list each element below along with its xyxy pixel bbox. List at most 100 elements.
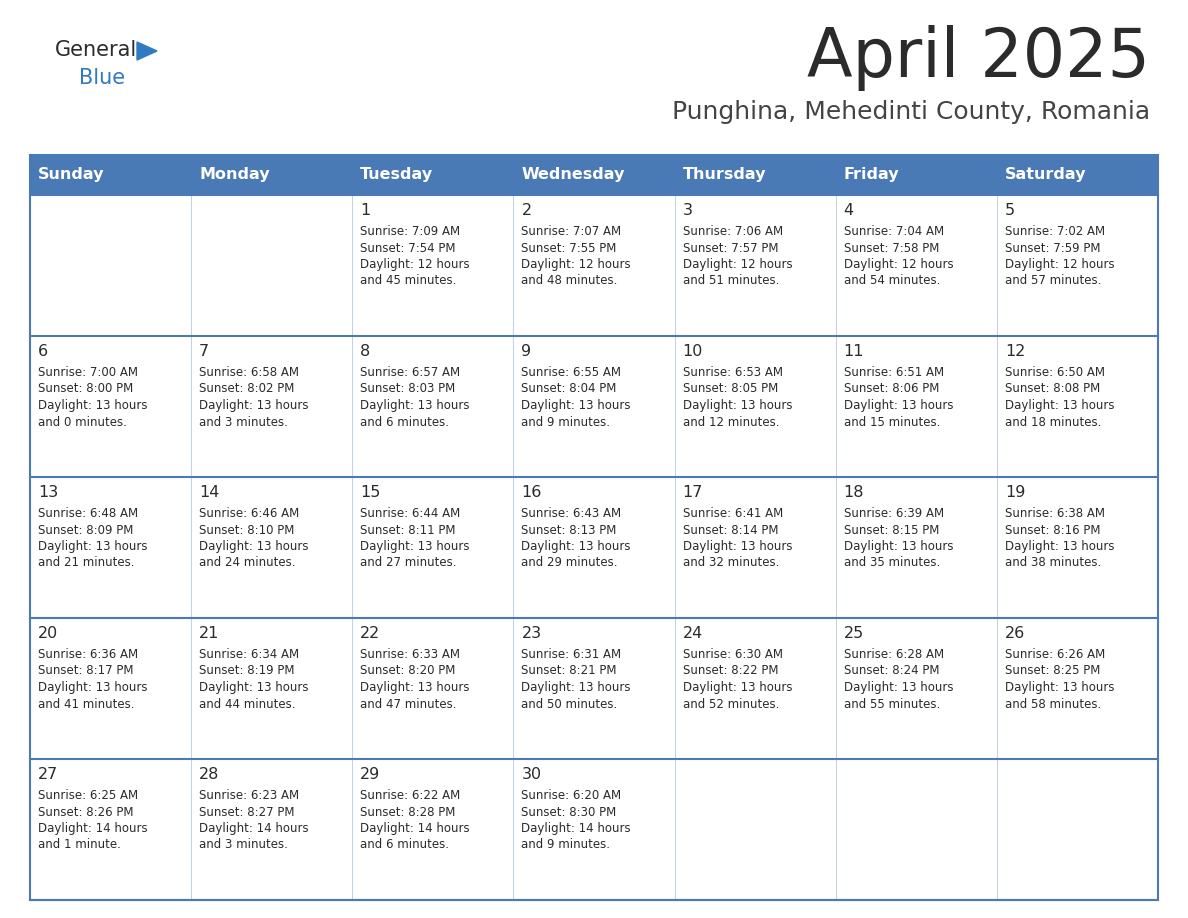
Text: Sunrise: 6:53 AM: Sunrise: 6:53 AM — [683, 366, 783, 379]
Text: Sunrise: 6:28 AM: Sunrise: 6:28 AM — [843, 648, 943, 661]
Text: and 55 minutes.: and 55 minutes. — [843, 698, 940, 711]
Text: Sunrise: 6:25 AM: Sunrise: 6:25 AM — [38, 789, 138, 802]
Text: Daylight: 13 hours: Daylight: 13 hours — [38, 399, 147, 412]
Bar — [675, 618, 835, 759]
Text: Sunrise: 7:09 AM: Sunrise: 7:09 AM — [360, 225, 461, 238]
Bar — [353, 618, 513, 759]
Text: and 47 minutes.: and 47 minutes. — [360, 698, 456, 711]
Text: Daylight: 13 hours: Daylight: 13 hours — [360, 540, 469, 553]
Text: 30: 30 — [522, 767, 542, 782]
Text: Daylight: 12 hours: Daylight: 12 hours — [360, 258, 470, 271]
Text: Daylight: 13 hours: Daylight: 13 hours — [843, 540, 953, 553]
Text: 8: 8 — [360, 344, 371, 359]
Text: and 52 minutes.: and 52 minutes. — [683, 698, 779, 711]
Text: Daylight: 13 hours: Daylight: 13 hours — [522, 681, 631, 694]
Text: Sunset: 8:08 PM: Sunset: 8:08 PM — [1005, 383, 1100, 396]
Text: Sunset: 8:24 PM: Sunset: 8:24 PM — [843, 665, 940, 677]
Text: Sunset: 8:03 PM: Sunset: 8:03 PM — [360, 383, 455, 396]
Polygon shape — [137, 42, 157, 60]
Text: 12: 12 — [1005, 344, 1025, 359]
Text: Sunset: 8:28 PM: Sunset: 8:28 PM — [360, 805, 456, 819]
Bar — [513, 155, 675, 195]
Text: Sunrise: 6:31 AM: Sunrise: 6:31 AM — [522, 648, 621, 661]
Text: Sunset: 8:11 PM: Sunset: 8:11 PM — [360, 523, 456, 536]
Text: and 32 minutes.: and 32 minutes. — [683, 556, 779, 569]
Text: Sunset: 8:27 PM: Sunset: 8:27 PM — [200, 805, 295, 819]
Text: Sunrise: 6:46 AM: Sunrise: 6:46 AM — [200, 507, 299, 520]
Text: 21: 21 — [200, 626, 220, 641]
Text: Tuesday: Tuesday — [360, 167, 434, 183]
Bar — [191, 759, 353, 900]
Text: Daylight: 12 hours: Daylight: 12 hours — [522, 258, 631, 271]
Text: Sunset: 8:19 PM: Sunset: 8:19 PM — [200, 665, 295, 677]
Text: and 1 minute.: and 1 minute. — [38, 838, 121, 852]
Text: and 12 minutes.: and 12 minutes. — [683, 416, 779, 429]
Text: Sunrise: 6:44 AM: Sunrise: 6:44 AM — [360, 507, 461, 520]
Text: and 9 minutes.: and 9 minutes. — [522, 416, 611, 429]
Text: Daylight: 13 hours: Daylight: 13 hours — [843, 399, 953, 412]
Text: Sunrise: 6:36 AM: Sunrise: 6:36 AM — [38, 648, 138, 661]
Bar — [30, 155, 191, 195]
Text: Sunset: 8:26 PM: Sunset: 8:26 PM — [38, 805, 133, 819]
Text: and 24 minutes.: and 24 minutes. — [200, 556, 296, 569]
Bar — [191, 195, 353, 336]
Bar — [835, 336, 997, 477]
Bar — [353, 155, 513, 195]
Text: and 41 minutes.: and 41 minutes. — [38, 698, 134, 711]
Text: Sunset: 8:09 PM: Sunset: 8:09 PM — [38, 523, 133, 536]
Text: 20: 20 — [38, 626, 58, 641]
Bar — [30, 336, 191, 477]
Text: Sunrise: 6:30 AM: Sunrise: 6:30 AM — [683, 648, 783, 661]
Text: Sunset: 8:15 PM: Sunset: 8:15 PM — [843, 523, 939, 536]
Text: Daylight: 14 hours: Daylight: 14 hours — [522, 822, 631, 835]
Text: Daylight: 13 hours: Daylight: 13 hours — [683, 399, 792, 412]
Text: 25: 25 — [843, 626, 864, 641]
Bar — [30, 477, 191, 618]
Text: and 6 minutes.: and 6 minutes. — [360, 416, 449, 429]
Text: Sunset: 8:13 PM: Sunset: 8:13 PM — [522, 523, 617, 536]
Text: 10: 10 — [683, 344, 703, 359]
Bar — [353, 477, 513, 618]
Text: Monday: Monday — [200, 167, 270, 183]
Text: 23: 23 — [522, 626, 542, 641]
Text: and 15 minutes.: and 15 minutes. — [843, 416, 940, 429]
Text: 27: 27 — [38, 767, 58, 782]
Text: 9: 9 — [522, 344, 531, 359]
Text: 28: 28 — [200, 767, 220, 782]
Text: Daylight: 13 hours: Daylight: 13 hours — [522, 540, 631, 553]
Text: Sunset: 8:16 PM: Sunset: 8:16 PM — [1005, 523, 1100, 536]
Bar — [997, 195, 1158, 336]
Bar — [191, 477, 353, 618]
Text: Sunrise: 7:00 AM: Sunrise: 7:00 AM — [38, 366, 138, 379]
Bar — [997, 759, 1158, 900]
Text: and 50 minutes.: and 50 minutes. — [522, 698, 618, 711]
Text: Sunrise: 6:23 AM: Sunrise: 6:23 AM — [200, 789, 299, 802]
Text: and 51 minutes.: and 51 minutes. — [683, 274, 779, 287]
Text: Daylight: 12 hours: Daylight: 12 hours — [683, 258, 792, 271]
Text: Sunrise: 6:38 AM: Sunrise: 6:38 AM — [1005, 507, 1105, 520]
Bar — [191, 336, 353, 477]
Bar — [513, 477, 675, 618]
Text: Sunset: 8:21 PM: Sunset: 8:21 PM — [522, 665, 617, 677]
Bar — [675, 195, 835, 336]
Text: Daylight: 13 hours: Daylight: 13 hours — [38, 540, 147, 553]
Text: Sunset: 8:05 PM: Sunset: 8:05 PM — [683, 383, 778, 396]
Text: Daylight: 13 hours: Daylight: 13 hours — [1005, 540, 1114, 553]
Text: Daylight: 13 hours: Daylight: 13 hours — [522, 399, 631, 412]
Text: Sunrise: 6:57 AM: Sunrise: 6:57 AM — [360, 366, 461, 379]
Text: 7: 7 — [200, 344, 209, 359]
Text: Sunrise: 6:58 AM: Sunrise: 6:58 AM — [200, 366, 299, 379]
Text: Saturday: Saturday — [1005, 167, 1086, 183]
Text: and 45 minutes.: and 45 minutes. — [360, 274, 456, 287]
Bar — [835, 195, 997, 336]
Text: Sunrise: 6:51 AM: Sunrise: 6:51 AM — [843, 366, 943, 379]
Text: 15: 15 — [360, 485, 380, 500]
Bar — [997, 336, 1158, 477]
Text: and 58 minutes.: and 58 minutes. — [1005, 698, 1101, 711]
Bar — [30, 155, 1158, 900]
Text: Sunset: 8:20 PM: Sunset: 8:20 PM — [360, 665, 456, 677]
Text: 18: 18 — [843, 485, 864, 500]
Text: Sunrise: 6:26 AM: Sunrise: 6:26 AM — [1005, 648, 1105, 661]
Bar — [513, 195, 675, 336]
Text: Friday: Friday — [843, 167, 899, 183]
